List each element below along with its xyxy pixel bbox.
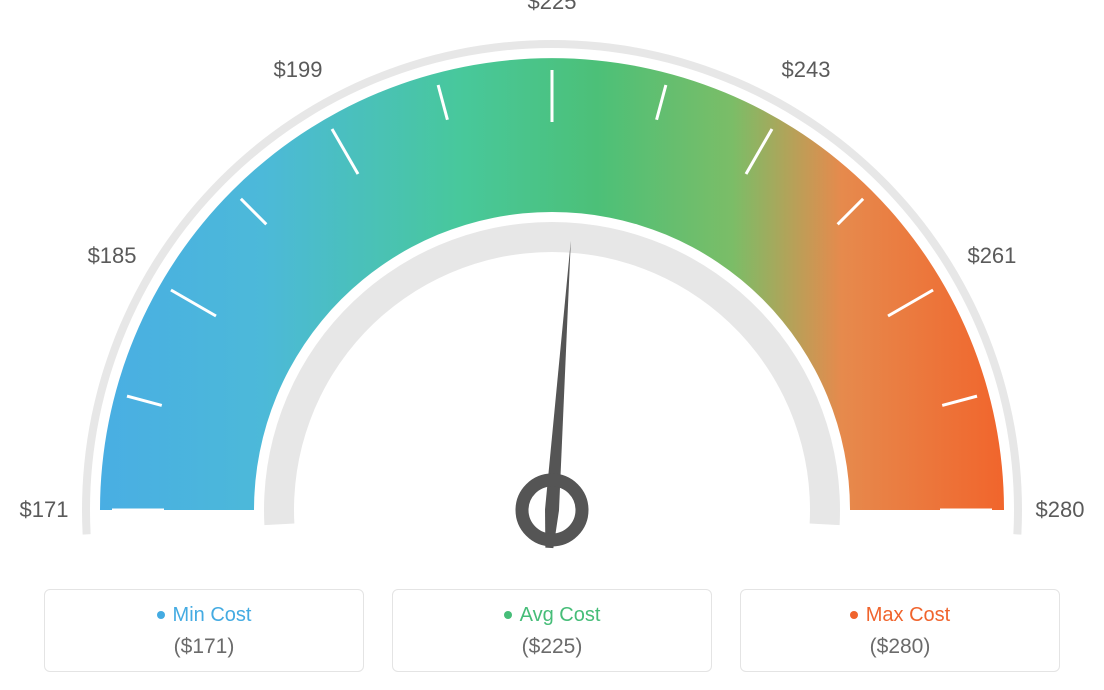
cost-gauge: $171 $185 $199 $225 $243 $261 $280: [0, 0, 1104, 560]
legend-title-max: Max Cost: [751, 604, 1049, 627]
legend-card-min: Min Cost ($171): [44, 589, 364, 672]
legend-value-max: ($280): [751, 635, 1049, 659]
gauge-tick-label: $280: [1036, 497, 1085, 523]
legend-value-avg: ($225): [403, 635, 701, 659]
gauge-tick-label: $199: [274, 57, 323, 83]
gauge-tick-label: $185: [88, 243, 137, 269]
gauge-tick-label: $261: [967, 243, 1016, 269]
gauge-tick-label: $243: [782, 57, 831, 83]
legend-title-min: Min Cost: [55, 604, 353, 627]
legend-row: Min Cost ($171) Avg Cost ($225) Max Cost…: [0, 589, 1104, 672]
gauge-needle: [545, 241, 571, 549]
legend-value-min: ($171): [55, 635, 353, 659]
legend-card-max: Max Cost ($280): [740, 589, 1060, 672]
legend-card-avg: Avg Cost ($225): [392, 589, 712, 672]
gauge-tick-label: $171: [20, 497, 69, 523]
gauge-tick-label: $225: [528, 0, 577, 15]
legend-title-avg: Avg Cost: [403, 604, 701, 627]
gauge-svg: [0, 0, 1104, 560]
